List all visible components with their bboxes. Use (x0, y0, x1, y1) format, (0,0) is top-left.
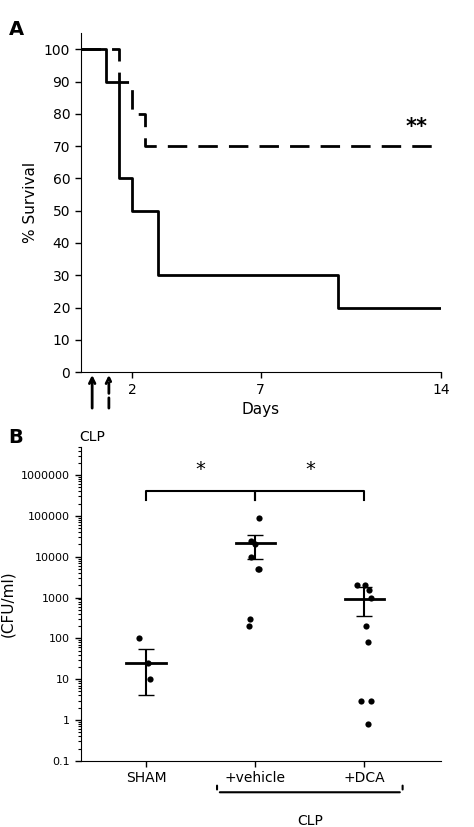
Point (364, 636, 372, 649)
Point (255, 562, 263, 576)
Text: CLP: CLP (79, 430, 105, 444)
Text: DCA: DCA (94, 450, 124, 464)
Point (247, 534, 255, 547)
Point (361, 579, 368, 592)
Point (246, 612, 254, 625)
Point (247, 550, 255, 563)
Point (255, 511, 263, 524)
Point (254, 562, 262, 576)
Point (146, 672, 154, 686)
Point (135, 632, 143, 645)
Text: *: * (305, 460, 315, 479)
Y-axis label: Bacteria
(CFU/ml): Bacteria (CFU/ml) (0, 571, 16, 637)
Point (362, 619, 370, 633)
Text: **: ** (406, 117, 428, 136)
Text: A: A (9, 20, 24, 39)
Point (353, 579, 361, 592)
Point (364, 717, 372, 730)
Y-axis label: % Survival: % Survival (23, 162, 38, 243)
X-axis label: Days: Days (242, 402, 280, 417)
Point (357, 694, 365, 707)
Text: *: * (196, 460, 206, 479)
Point (367, 694, 374, 707)
Point (365, 584, 373, 597)
Point (144, 657, 152, 670)
Point (245, 619, 253, 633)
Text: CLP: CLP (297, 815, 323, 827)
Point (367, 591, 375, 605)
Text: B: B (9, 428, 23, 447)
Point (251, 538, 259, 551)
